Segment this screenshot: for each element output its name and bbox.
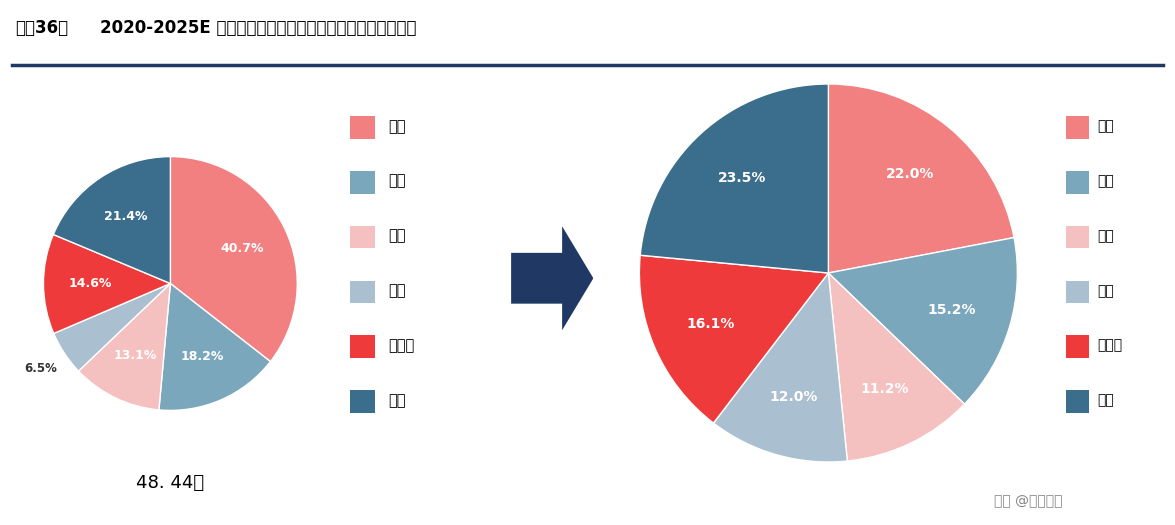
FancyBboxPatch shape <box>350 390 375 413</box>
Text: 化妆品: 化妆品 <box>1097 339 1122 353</box>
Text: 其他: 其他 <box>388 393 405 408</box>
Wedge shape <box>79 284 170 410</box>
Text: 11.2%: 11.2% <box>860 382 908 396</box>
Text: 13.1%: 13.1% <box>114 349 157 362</box>
Text: 汽车: 汽车 <box>388 284 405 298</box>
Text: 16.1%: 16.1% <box>686 318 734 331</box>
Wedge shape <box>53 156 170 284</box>
Text: 涂料: 涂料 <box>1097 119 1114 133</box>
Wedge shape <box>713 273 847 462</box>
Text: 2020-2025E 中国珠光颜料市场按下游应用划分的占比变化: 2020-2025E 中国珠光颜料市场按下游应用划分的占比变化 <box>100 19 416 37</box>
FancyBboxPatch shape <box>350 116 375 139</box>
FancyBboxPatch shape <box>350 280 375 303</box>
Text: 图表36：: 图表36： <box>15 19 68 37</box>
Text: 23.5%: 23.5% <box>718 171 766 185</box>
Text: 21.4%: 21.4% <box>105 211 148 224</box>
Wedge shape <box>828 273 965 461</box>
Text: 22.0%: 22.0% <box>886 167 934 181</box>
Polygon shape <box>511 226 593 330</box>
Wedge shape <box>639 255 828 423</box>
Wedge shape <box>43 235 170 333</box>
Text: 涂料: 涂料 <box>388 119 405 134</box>
Text: 化妆品: 化妆品 <box>388 338 415 353</box>
Text: 12.0%: 12.0% <box>770 390 818 404</box>
Wedge shape <box>640 84 828 273</box>
Text: 其他: 其他 <box>1097 393 1114 407</box>
Wedge shape <box>170 156 297 362</box>
Text: 6.5%: 6.5% <box>25 362 58 375</box>
FancyBboxPatch shape <box>350 226 375 248</box>
Text: 48. 44亿: 48. 44亿 <box>136 474 204 492</box>
FancyBboxPatch shape <box>350 171 375 194</box>
FancyBboxPatch shape <box>350 335 375 358</box>
Wedge shape <box>828 238 1018 404</box>
Text: 头条 @未来智库: 头条 @未来智库 <box>994 495 1062 508</box>
Wedge shape <box>159 284 270 411</box>
Text: 15.2%: 15.2% <box>927 302 975 317</box>
Text: 18.2%: 18.2% <box>181 350 224 363</box>
Text: 油墨: 油墨 <box>1097 229 1114 243</box>
FancyBboxPatch shape <box>1066 280 1089 303</box>
Text: 油墨: 油墨 <box>388 228 405 244</box>
FancyBboxPatch shape <box>1066 226 1089 248</box>
Text: 塑料: 塑料 <box>388 174 405 188</box>
Wedge shape <box>828 84 1014 273</box>
FancyBboxPatch shape <box>1066 390 1089 413</box>
Text: 汽车: 汽车 <box>1097 284 1114 298</box>
Wedge shape <box>54 284 170 371</box>
Text: 塑料: 塑料 <box>1097 174 1114 188</box>
Text: 14.6%: 14.6% <box>69 277 112 290</box>
FancyBboxPatch shape <box>1066 116 1089 139</box>
FancyBboxPatch shape <box>1066 335 1089 358</box>
Text: 40.7%: 40.7% <box>221 242 264 255</box>
FancyBboxPatch shape <box>1066 171 1089 194</box>
